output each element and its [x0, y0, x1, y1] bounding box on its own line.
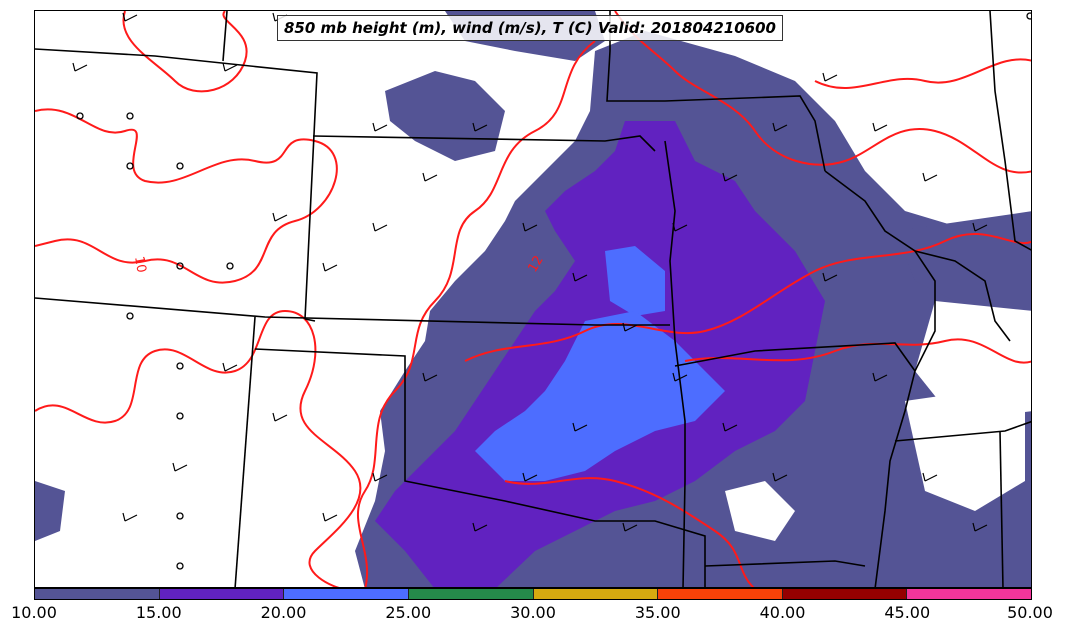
- colorbar-tick-label: 20.00: [260, 603, 307, 622]
- wind-speed-fill-10-15-east: [895, 211, 1031, 311]
- no-shading-hole-2: [905, 391, 1025, 511]
- colorbar-tick-label: 45.00: [884, 603, 931, 622]
- temperature-contour-line-5: [614, 11, 1031, 174]
- colorbar-segment: [284, 589, 409, 599]
- wind-speed-fill-20-25: [605, 246, 665, 316]
- calm-wind-markers: [76, 12, 1031, 570]
- colorbar-segment: [533, 589, 659, 599]
- colorbar-segment: [159, 589, 285, 599]
- colorbar-tick-label: 25.00: [385, 603, 432, 622]
- colorbar-segment: [658, 589, 783, 599]
- wind-speed-fill-20-25-b: [475, 311, 725, 481]
- temperature-contour-line-3: [356, 40, 596, 587]
- colorbar-segment: [35, 589, 160, 599]
- wind-speed-fill-10-15-north: [385, 71, 505, 161]
- colorbar: [34, 588, 1032, 600]
- temperature-contour-line-6: [122, 11, 248, 93]
- colorbar-tick-label: 30.00: [510, 603, 556, 622]
- map-panel: 10 12: [34, 10, 1032, 588]
- temperature-contour-line: [35, 108, 338, 284]
- temperature-contour-line-7: [504, 477, 755, 587]
- no-shading-hole: [725, 481, 795, 541]
- colorbar-segment: [782, 589, 908, 599]
- colorbar-tick-label: 35.00: [634, 603, 681, 622]
- map-title: 850 mb height (m), wind (m/s), T (C) Val…: [277, 15, 783, 41]
- temperature-contour-line-4: [464, 232, 1031, 362]
- temperature-contour-label: 10: [131, 255, 149, 274]
- colorbar-tick-label: 40.00: [759, 603, 806, 622]
- colorbar-tick-label: 15.00: [135, 603, 182, 622]
- colorbar-segment: [907, 589, 1031, 599]
- colorbar-tick-label: 10.00: [11, 603, 57, 622]
- state-borders: [35, 11, 1031, 587]
- colorbar-tick-label: 50.00: [1007, 603, 1053, 622]
- wind-barbs: [72, 12, 988, 532]
- temperature-contour-line-2: [35, 309, 362, 587]
- map-canvas: 10 12: [35, 11, 1031, 587]
- temperature-contour-label-2: 12: [525, 253, 546, 275]
- temperature-contour-line-8: [814, 58, 1031, 90]
- wind-speed-fill-10-15-sw: [35, 481, 65, 541]
- colorbar-segment: [408, 589, 534, 599]
